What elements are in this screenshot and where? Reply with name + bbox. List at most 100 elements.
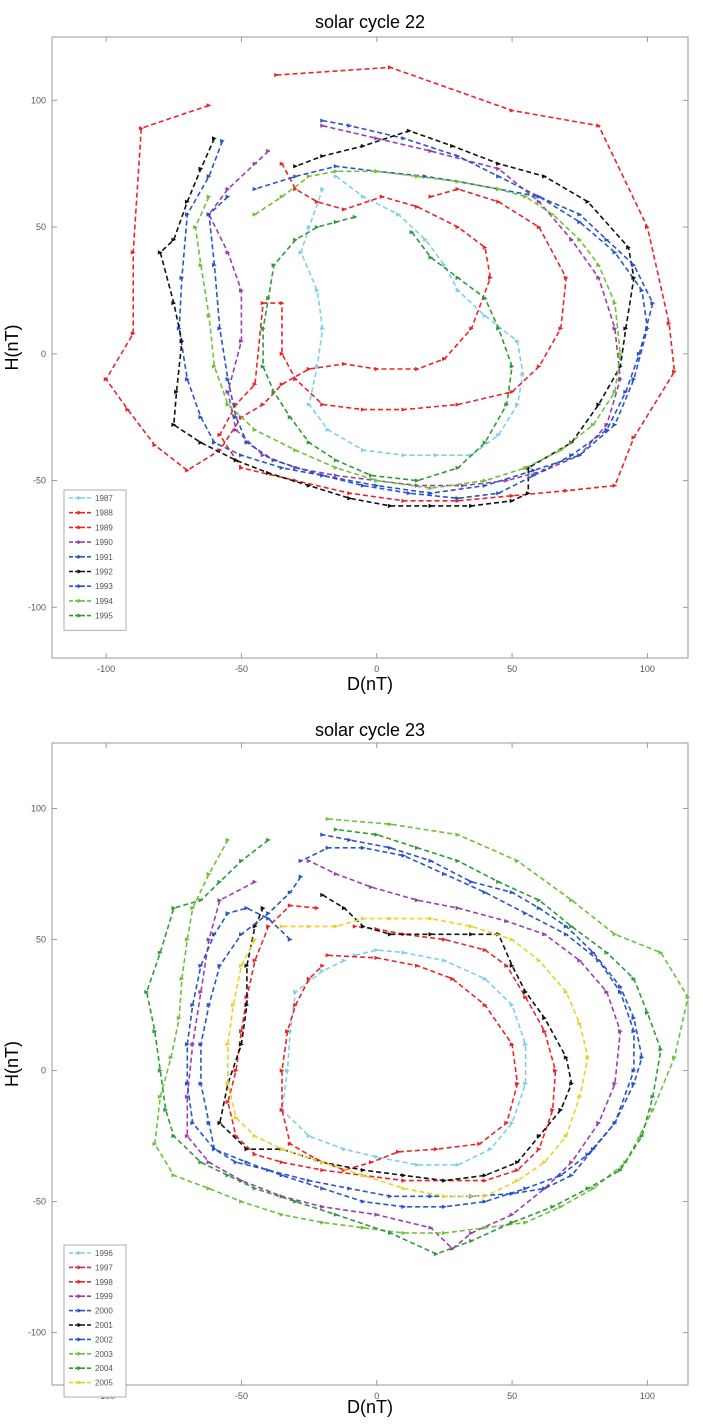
data-point bbox=[184, 377, 190, 382]
data-point bbox=[306, 366, 312, 372]
data-point bbox=[482, 1173, 488, 1178]
data-point bbox=[482, 1178, 488, 1183]
x-tick-label: 0 bbox=[374, 664, 379, 674]
data-point bbox=[233, 1160, 239, 1165]
data-point bbox=[152, 1141, 158, 1147]
data-point bbox=[341, 361, 347, 367]
data-point bbox=[504, 402, 510, 407]
data-point bbox=[504, 1120, 510, 1126]
data-point bbox=[233, 458, 239, 463]
data-point bbox=[211, 440, 217, 445]
data-point bbox=[360, 1167, 366, 1173]
series-line-1999 bbox=[186, 860, 622, 1250]
data-point bbox=[306, 174, 312, 179]
data-point bbox=[428, 916, 434, 921]
y-tick-label: -100 bbox=[28, 1328, 46, 1338]
legend-label: 1988 bbox=[95, 509, 113, 518]
data-point bbox=[523, 995, 529, 1000]
data-point bbox=[239, 288, 244, 293]
data-point bbox=[279, 1107, 285, 1113]
data-point bbox=[279, 1212, 285, 1217]
data-point bbox=[509, 1002, 515, 1008]
legend-label: 1992 bbox=[95, 568, 113, 577]
series-1996 bbox=[279, 947, 529, 1168]
legend-label: 1998 bbox=[95, 1278, 113, 1287]
data-point bbox=[225, 911, 231, 916]
data-point bbox=[163, 1107, 169, 1113]
data-point bbox=[387, 916, 393, 921]
data-point bbox=[360, 916, 366, 921]
data-point bbox=[504, 919, 510, 924]
data-point bbox=[198, 415, 204, 420]
data-point bbox=[414, 174, 420, 179]
data-point bbox=[320, 963, 326, 968]
data-point bbox=[184, 1042, 190, 1047]
data-point bbox=[482, 1194, 488, 1199]
data-point bbox=[287, 415, 293, 420]
data-point bbox=[244, 1147, 250, 1152]
data-point bbox=[314, 905, 320, 911]
series-1995 bbox=[260, 214, 515, 483]
data-point bbox=[442, 958, 447, 963]
data-point bbox=[409, 230, 415, 235]
data-point bbox=[287, 1029, 293, 1034]
data-point bbox=[509, 890, 515, 895]
data-point bbox=[531, 473, 537, 478]
data-point bbox=[672, 1055, 677, 1060]
data-point bbox=[279, 300, 285, 306]
data-point bbox=[171, 300, 177, 306]
data-point bbox=[631, 275, 637, 280]
data-point bbox=[306, 483, 312, 488]
chart-panel-2: solar cycle 23D(nT)H(nT)-100-50050100-10… bbox=[2, 720, 691, 1417]
data-point bbox=[488, 1147, 493, 1152]
chart-title: solar cycle 23 bbox=[315, 720, 425, 740]
data-point bbox=[658, 1047, 664, 1052]
data-point bbox=[206, 1186, 212, 1191]
x-tick-label: 100 bbox=[640, 664, 655, 674]
data-point bbox=[612, 250, 618, 255]
legend-marker bbox=[77, 584, 83, 589]
data-point bbox=[157, 1094, 163, 1099]
data-point bbox=[279, 194, 285, 199]
data-point bbox=[414, 478, 420, 483]
data-point bbox=[604, 950, 610, 955]
data-point bbox=[252, 212, 258, 217]
data-point bbox=[225, 837, 231, 843]
data-point bbox=[496, 186, 501, 192]
data-point bbox=[542, 1186, 547, 1191]
data-point bbox=[306, 1133, 312, 1139]
data-point bbox=[333, 174, 339, 179]
data-point bbox=[325, 845, 331, 850]
data-point bbox=[563, 1055, 569, 1060]
data-point bbox=[401, 932, 407, 937]
data-point bbox=[171, 422, 177, 427]
data-point bbox=[152, 442, 158, 448]
data-point bbox=[293, 164, 298, 169]
data-point bbox=[206, 937, 212, 942]
data-point bbox=[450, 976, 455, 981]
data-point bbox=[239, 465, 244, 471]
data-point bbox=[617, 377, 623, 382]
data-point bbox=[433, 1147, 439, 1152]
legend-label: 1989 bbox=[95, 523, 113, 532]
data-point bbox=[631, 1015, 637, 1021]
data-point bbox=[509, 108, 515, 113]
data-point bbox=[293, 186, 298, 192]
data-point bbox=[504, 963, 510, 968]
data-point bbox=[563, 924, 569, 929]
data-point bbox=[515, 1081, 520, 1086]
data-point bbox=[617, 989, 623, 995]
x-tick-label: 50 bbox=[507, 1391, 517, 1401]
data-point bbox=[217, 898, 223, 903]
y-tick-label: 50 bbox=[36, 935, 46, 945]
data-point bbox=[287, 937, 293, 942]
series-line-2004 bbox=[145, 828, 662, 1255]
data-point bbox=[488, 275, 493, 280]
data-point bbox=[360, 1199, 366, 1204]
data-point bbox=[184, 1133, 190, 1139]
data-point bbox=[252, 958, 258, 963]
data-point bbox=[374, 366, 380, 372]
legend-marker bbox=[77, 1265, 83, 1270]
data-point bbox=[320, 473, 326, 478]
data-point bbox=[233, 427, 239, 433]
